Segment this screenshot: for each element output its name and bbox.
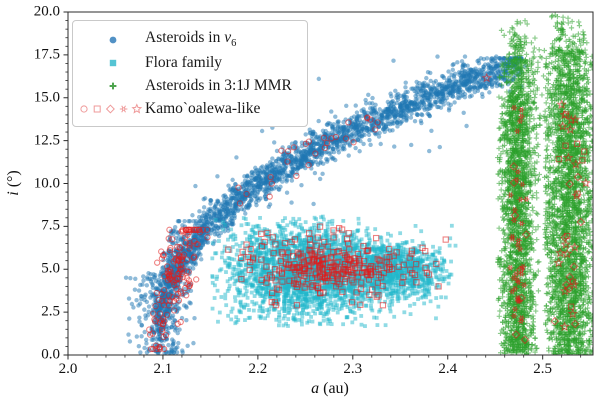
x-axis-unit: (au): [319, 380, 349, 397]
x-tick-label: 2.3: [343, 361, 363, 377]
legend: Asteroids in ν6 Flora family Asteroids i…: [72, 20, 308, 127]
nu6-marker-glyph: [109, 36, 117, 43]
mmr-marker-glyph: [109, 82, 117, 89]
y-axis-symbol: i: [5, 191, 22, 196]
x-axis-symbol: a: [311, 380, 320, 397]
legend-item-mmr: Asteroids in 3:1J MMR: [77, 74, 303, 97]
y-axis-unit: (°): [5, 170, 22, 192]
legend-item-nu6: Asteroids in ν6: [77, 28, 303, 51]
legend-item-flora: Flora family: [77, 51, 303, 74]
y-axis-label: i (°): [5, 170, 22, 196]
legend-label-nu6: Asteroids in ν6: [145, 28, 237, 49]
x-tick-label: 2.5: [533, 361, 553, 377]
nu6-circle-marker-icon: [77, 32, 145, 48]
x-tick-label: 2.1: [153, 361, 173, 377]
legend-label-kamo: Kamo`oalewa-like: [145, 99, 261, 117]
y-tick-label: 7.5: [41, 217, 60, 234]
y-tick-label: 20.0: [33, 3, 60, 20]
kamo-open-markers-icon: [77, 101, 145, 117]
x-tick-label: 2.0: [58, 361, 78, 377]
mmr-plus-marker-icon: [77, 78, 145, 94]
kamo-marker-glyph: [80, 102, 143, 114]
y-tick-label: 2.5: [41, 303, 60, 320]
legend-item-kamo: Kamo`oalewa-like: [77, 97, 303, 120]
y-tick-label: 15.0: [33, 89, 60, 106]
flora-marker-glyph: [109, 59, 117, 66]
y-tick-label: 0.0: [41, 346, 60, 363]
x-axis-label: a (au): [311, 381, 349, 397]
x-tick-label: 2.4: [438, 361, 458, 377]
y-tick-label: 10.0: [33, 175, 60, 191]
flora-square-marker-icon: [77, 55, 145, 71]
legend-label-flora: Flora family: [145, 53, 223, 71]
y-tick-label: 5.0: [41, 260, 60, 277]
x-tick-label: 2.2: [248, 361, 268, 377]
legend-label-mmr: Asteroids in 3:1J MMR: [145, 76, 292, 94]
y-tick-label: 17.5: [33, 46, 60, 63]
y-tick-label: 12.5: [33, 132, 60, 149]
